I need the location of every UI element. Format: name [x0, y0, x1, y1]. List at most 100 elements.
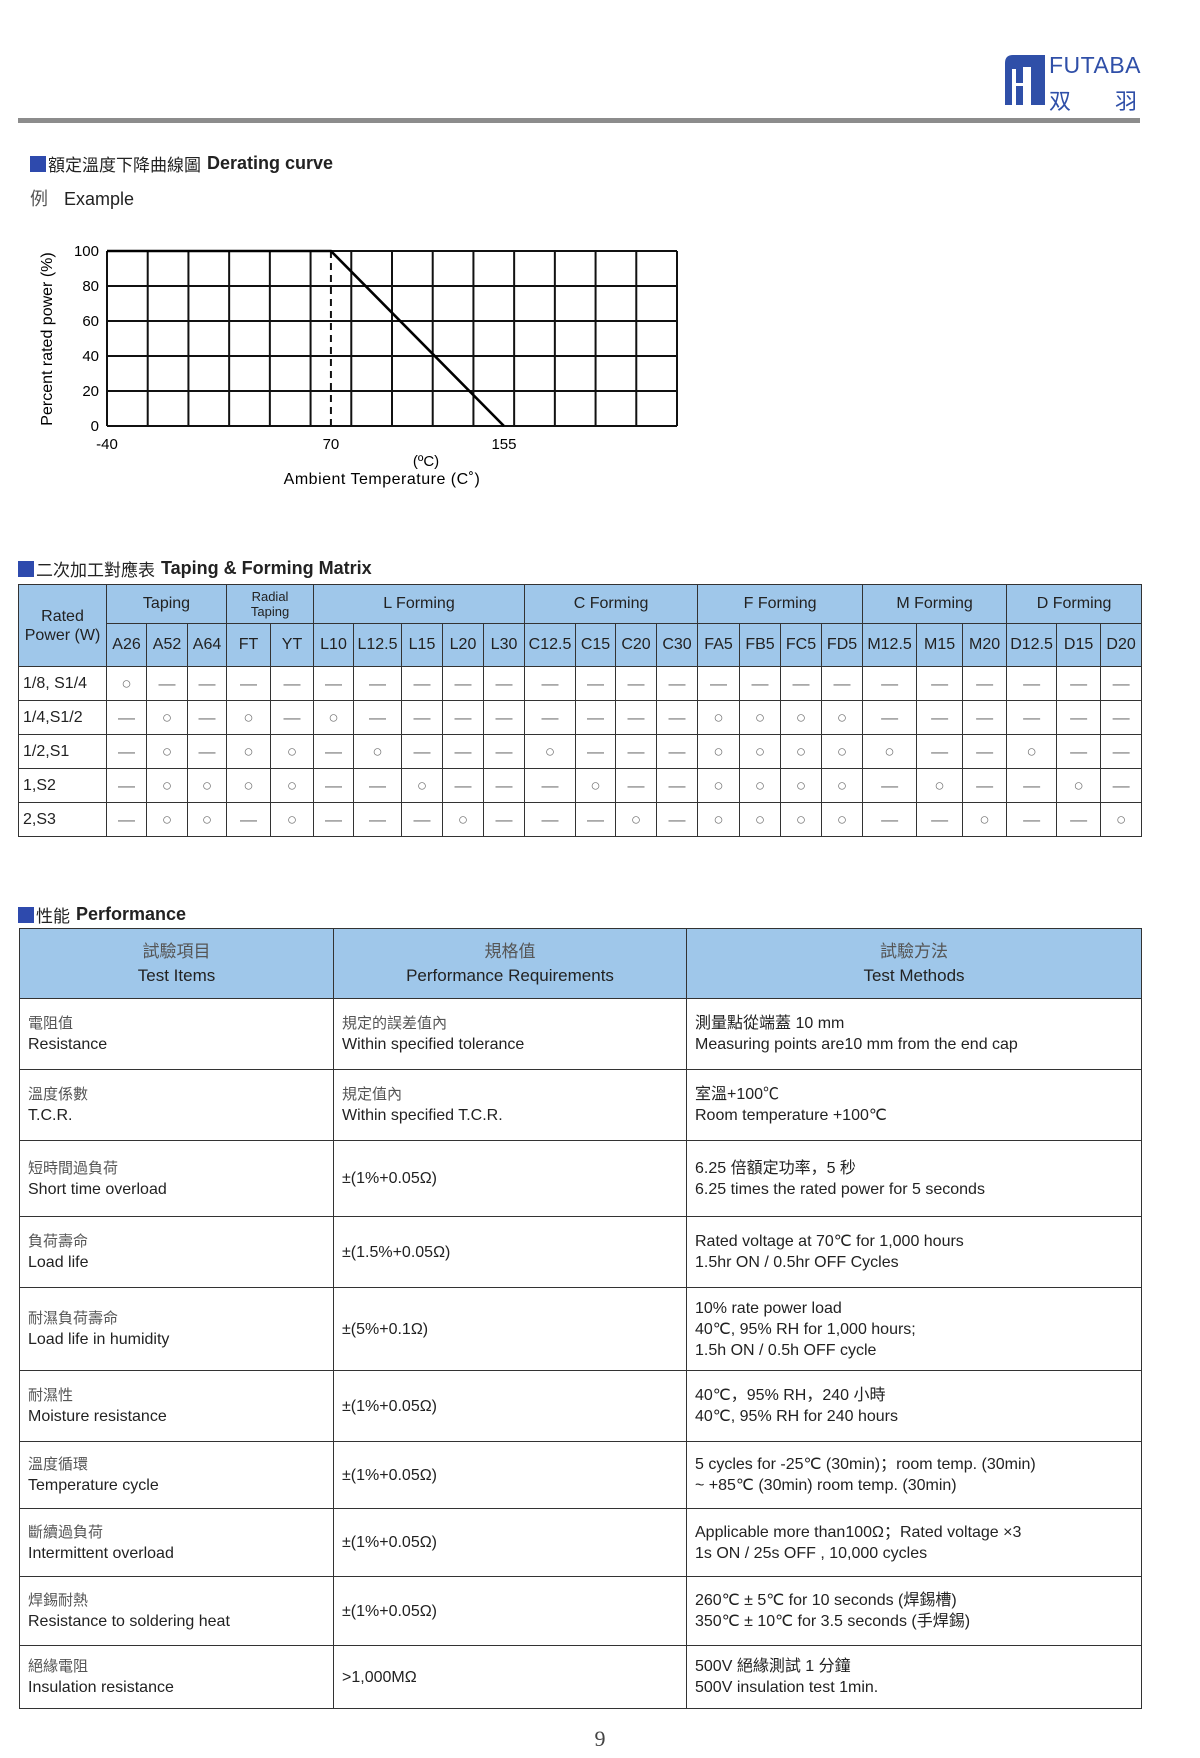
method-line: 40℃，95% RH，240 小時: [695, 1387, 886, 1404]
column-header: FB5: [739, 623, 782, 667]
not-supported-dash: —: [1056, 700, 1102, 735]
derating-title-en: Derating curve: [207, 153, 334, 173]
performance-row: 溫度係數 T.C.R. 規定值內 Within specified T.C.R. 室溫+…: [19, 1069, 1142, 1141]
not-supported-dash: —: [226, 666, 272, 701]
not-supported-dash: —: [656, 768, 699, 803]
not-supported-dash: —: [862, 666, 918, 701]
derating-title-zh: 額定溫度下降曲線圖: [48, 156, 201, 176]
supported-circle-icon: ○: [739, 700, 782, 735]
y-axis-label: Percent rated power (%): [39, 252, 56, 425]
test-item-zh: 焊錫耐熱: [28, 1591, 89, 1609]
supported-circle-icon: ○: [186, 802, 228, 837]
performance-row: 絕緣電阻 Insulation resistance >1,000MΩ 500V 絕緣…: [19, 1645, 1142, 1709]
rated-power-header: Rated Power (W): [18, 584, 107, 667]
rated-power-cell: 1/2,S1: [18, 734, 107, 769]
derating-title: 額定溫度下降曲線圖 Derating curve: [30, 151, 333, 176]
group-label: F Forming: [743, 595, 817, 612]
requirement-cell: ±(5%+0.1Ω): [333, 1287, 687, 1371]
method-line: 6.25 times the rated power for 5 seconds: [695, 1180, 985, 1198]
method-cell: 測量點從端蓋 10 mm Measuring points are10 mm fr…: [686, 998, 1142, 1070]
test-item-zh: 耐濕負荷壽命: [28, 1309, 119, 1327]
column-header: 規格值 Performance Requirements: [333, 928, 687, 999]
not-supported-dash: —: [962, 734, 1008, 769]
supported-circle-icon: ○: [313, 700, 355, 735]
supported-circle-icon: ○: [226, 734, 272, 769]
not-supported-dash: —: [270, 700, 315, 735]
supported-circle-icon: ○: [739, 802, 782, 837]
column-header: 試驗方法 Test Methods: [686, 928, 1142, 999]
not-supported-dash: —: [615, 700, 658, 735]
requirement-cell: 規定值內 Within specified T.C.R.: [333, 1069, 687, 1141]
supported-circle-icon: ○: [862, 734, 918, 769]
test-item-zh: 電阻值: [28, 1014, 74, 1032]
supported-circle-icon: ○: [739, 734, 782, 769]
method-line: 350℃ ± 10℃ for 3.5 seconds (手焊錫): [695, 1613, 971, 1630]
group-label: Radial: [251, 589, 289, 604]
method-cell: 6.25 倍額定功率，5 秒 6.25 times the rated power…: [686, 1140, 1142, 1217]
header-en: Test Items: [137, 966, 216, 985]
not-supported-dash: —: [524, 666, 577, 701]
group-header: C Forming: [524, 584, 699, 624]
column-header: C15: [575, 623, 617, 667]
requirement-line: ±(1%+0.05Ω): [342, 1397, 438, 1415]
not-supported-dash: —: [401, 802, 444, 837]
requirement-cell: >1,000MΩ: [333, 1645, 687, 1709]
column-header: M15: [916, 623, 964, 667]
column-header: M20: [962, 623, 1008, 667]
not-supported-dash: —: [1006, 802, 1058, 837]
requirement-cell: 規定的誤差值內 Within specified tolerance: [333, 998, 687, 1070]
column-header: YT: [270, 623, 315, 667]
not-supported-dash: —: [186, 734, 228, 769]
not-supported-dash: —: [862, 768, 918, 803]
x-tick-label: -40: [96, 436, 118, 453]
supported-circle-icon: ○: [780, 734, 823, 769]
y-tick-label: 40: [82, 348, 99, 365]
page-number: 9: [594, 1726, 606, 1751]
not-supported-dash: —: [962, 666, 1008, 701]
derating-chart: 0 20 40 60 80 100 -40 70 155 (ºC)Ambient Temperat…: [39, 243, 678, 488]
requirement-cell: ±(1%+0.05Ω): [333, 1576, 687, 1646]
not-supported-dash: —: [916, 666, 964, 701]
supported-circle-icon: ○: [697, 802, 741, 837]
performance-row: 焊錫耐熱 Resistance to soldering heat ±(1%+0.0…: [19, 1576, 1142, 1646]
performance-title: 性能 Performance: [18, 902, 186, 927]
test-item-en: Load life in humidity: [28, 1331, 170, 1348]
method-line: 260℃ ± 5℃ for 10 seconds (焊錫槽): [695, 1592, 957, 1609]
example-label: 例 Example: [30, 185, 134, 211]
supported-circle-icon: ○: [270, 768, 315, 803]
column-header: L30: [483, 623, 526, 667]
not-supported-dash: —: [739, 666, 782, 701]
column-header: A64: [186, 623, 228, 667]
matrix-row: 1/2,S1— ○ — ○ ○ — ○ — — — ○ — — — ○ ○ ○ ○ ○ — — ○ — —: [18, 734, 1143, 769]
column-header: C12.5: [524, 623, 577, 667]
supported-circle-icon: ○: [1006, 734, 1058, 769]
supported-circle-icon: ○: [524, 734, 577, 769]
test-item-zh: 耐濕性: [28, 1386, 74, 1404]
not-supported-dash: —: [656, 802, 699, 837]
method-line: Rated voltage at 70℃ for 1,000 hours: [695, 1233, 964, 1250]
group-header: D Forming: [1006, 584, 1143, 624]
requirement-line: 規定值內: [342, 1085, 403, 1103]
method-line: 1s ON / 25s OFF , 10,000 cycles: [695, 1544, 928, 1562]
not-supported-dash: —: [442, 666, 485, 701]
not-supported-dash: —: [862, 700, 918, 735]
header-en: Performance Requirements: [406, 966, 614, 985]
group-header: L Forming: [313, 584, 526, 624]
test-item-cell: 絕緣電阻 Insulation resistance: [19, 1645, 334, 1709]
not-supported-dash: —: [226, 802, 272, 837]
column-header: C30: [656, 623, 699, 667]
not-supported-dash: —: [575, 666, 617, 701]
column-header: C20: [615, 623, 658, 667]
performance-row: 短時間過負荷 Short time overload ±(1%+0.05Ω) 6.25…: [19, 1140, 1142, 1217]
supported-circle-icon: ○: [962, 802, 1008, 837]
not-supported-dash: —: [442, 734, 485, 769]
not-supported-dash: —: [916, 700, 964, 735]
not-supported-dash: —: [442, 700, 485, 735]
header-divider: [18, 118, 1140, 123]
column-header: L10: [313, 623, 355, 667]
performance-title-zh: 性能: [36, 907, 70, 927]
not-supported-dash: —: [483, 666, 526, 701]
method-cell: 260℃ ± 5℃ for 10 seconds (焊錫槽) 350℃ ± 10℃…: [686, 1576, 1142, 1646]
derating-curve-line: [107, 249, 505, 427]
group-header: Taping: [105, 584, 228, 624]
